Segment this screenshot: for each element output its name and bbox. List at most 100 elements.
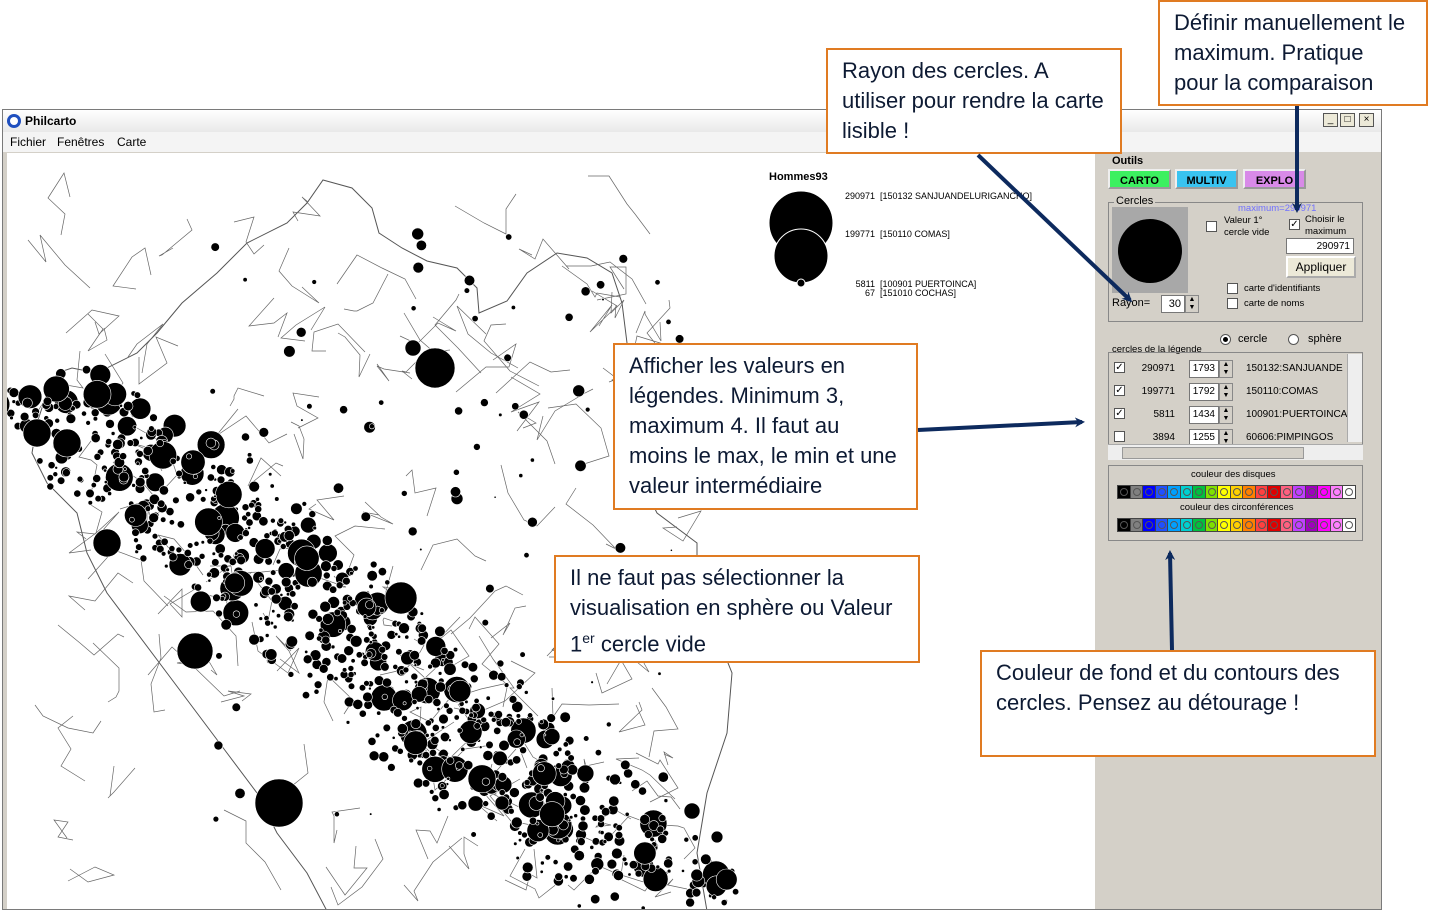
color-swatch[interactable] bbox=[1279, 518, 1294, 532]
maximize-icon[interactable]: □ bbox=[1340, 113, 1355, 127]
map-legend-circles bbox=[768, 190, 834, 288]
callout-sphere-sup: er bbox=[582, 630, 595, 646]
couleur-disques-label: couleur des disques bbox=[1191, 469, 1276, 480]
panel-title: Outils bbox=[1112, 155, 1144, 167]
legend-row-spinner[interactable]: ▲ ▼ bbox=[1219, 406, 1233, 424]
legend-row-size-input[interactable]: 1793 bbox=[1189, 360, 1219, 378]
menu-fichier[interactable]: Fichier bbox=[10, 135, 47, 149]
menu-carte[interactable]: Carte bbox=[117, 135, 147, 149]
radio-sphere[interactable] bbox=[1288, 334, 1299, 345]
tab-explo[interactable]: EXPLO bbox=[1243, 169, 1306, 189]
map-legend-title: Hommes93 bbox=[769, 171, 828, 183]
color-swatch[interactable] bbox=[1267, 485, 1281, 499]
legend-row-checkbox[interactable]: ✓ bbox=[1114, 408, 1125, 419]
color-swatch[interactable] bbox=[1317, 485, 1331, 499]
callout-rayon: Rayon des cercles. A utiliser pour rendr… bbox=[826, 48, 1122, 154]
choisir-max-label: Choisir le maximum bbox=[1305, 214, 1347, 237]
callout-sphere: Il ne faut pas sélectionner la visualisa… bbox=[554, 555, 920, 663]
color-swatch[interactable] bbox=[1342, 518, 1356, 532]
legend-list-label: cercles de la légende bbox=[1112, 344, 1202, 355]
color-swatch[interactable] bbox=[1117, 518, 1131, 532]
country-outline bbox=[31, 179, 733, 909]
valeur-vide-checkbox[interactable] bbox=[1206, 221, 1217, 232]
color-swatch[interactable] bbox=[1217, 518, 1231, 532]
legend-row-label: 150110:COMAS bbox=[1246, 386, 1319, 397]
legend-value-1: 290971 bbox=[845, 191, 875, 201]
color-swatch[interactable] bbox=[1204, 485, 1219, 499]
minimize-icon[interactable]: _ bbox=[1323, 113, 1338, 127]
color-swatch[interactable] bbox=[1279, 485, 1294, 499]
legend-row-checkbox[interactable]: ✓ bbox=[1114, 362, 1125, 373]
legend-label-2: [150110 COMAS] bbox=[880, 229, 950, 239]
legend-row-value: 5811 bbox=[1153, 409, 1175, 420]
carte-identifiants-checkbox[interactable] bbox=[1227, 283, 1238, 294]
tab-multiv[interactable]: MULTIV bbox=[1175, 169, 1238, 189]
legend-value-3: 5811 bbox=[856, 279, 875, 289]
max-value-input[interactable]: 290971 bbox=[1286, 238, 1354, 254]
legend-row-label: 150132:SANJUANDE bbox=[1246, 363, 1343, 374]
legend-row-value: 290971 bbox=[1141, 363, 1175, 374]
legend-list[interactable]: ✓ 290971 1793 ▲ ▼ 150132:SANJUANDE ✓ 199771 1792… bbox=[1108, 352, 1363, 460]
circle-preview bbox=[1112, 207, 1188, 293]
callout-couleur: Couleur de fond et du contours des cercl… bbox=[980, 650, 1376, 757]
legend-list-hscroll[interactable] bbox=[1108, 444, 1363, 460]
carte-noms-label: carte de noms bbox=[1244, 298, 1305, 309]
window-title: Philcarto bbox=[25, 114, 77, 128]
legend-row[interactable]: ✓ 199771 1792 ▲ ▼ 150110:COMAS bbox=[1109, 382, 1349, 402]
choropleth-map: Hommes93 290971 [150132 SANJUANDELURIGAN… bbox=[7, 171, 1032, 909]
tab-carto[interactable]: CARTO bbox=[1108, 169, 1171, 189]
carte-noms-checkbox[interactable] bbox=[1227, 298, 1238, 309]
legend-row-label: 100901:PUERTOINCA bbox=[1246, 409, 1348, 420]
color-swatch[interactable] bbox=[1329, 518, 1344, 532]
preview-disc bbox=[1118, 219, 1182, 283]
color-swatch[interactable] bbox=[1342, 485, 1356, 499]
legend-label-4: [151010 COCHAS] bbox=[880, 288, 956, 298]
legend-row[interactable]: ✓ 5811 1434 ▲ ▼ 100901:PUERTOINCA bbox=[1109, 405, 1349, 425]
legend-value-4: 67 bbox=[865, 288, 875, 298]
color-swatch[interactable] bbox=[1167, 485, 1181, 499]
close-icon[interactable]: × bbox=[1359, 113, 1374, 127]
maximum-label: maximum=290971 bbox=[1238, 203, 1317, 214]
outils-panel: Outils CARTO MULTIV EXPLO Cercles maximu… bbox=[1100, 153, 1380, 909]
color-swatch[interactable] bbox=[1329, 485, 1344, 499]
color-swatch[interactable] bbox=[1142, 518, 1156, 532]
legend-row-checkbox[interactable] bbox=[1114, 431, 1125, 442]
menu-bar: Fichier Fenêtres Carte bbox=[3, 132, 1381, 152]
color-swatch[interactable] bbox=[1179, 485, 1194, 499]
legend-label-3: [100901 PUERTOINCA] bbox=[880, 279, 976, 289]
color-swatch[interactable] bbox=[1292, 485, 1306, 499]
cercles-group-label: Cercles bbox=[1114, 195, 1156, 207]
radio-cercle-label: cercle bbox=[1238, 333, 1268, 345]
valeur-vide-label: Valeur 1° cercle vide bbox=[1224, 215, 1270, 238]
rayon-input[interactable]: 30 bbox=[1161, 295, 1185, 313]
rayon-label: Rayon= bbox=[1112, 297, 1151, 309]
appliquer-button[interactable]: Appliquer bbox=[1286, 256, 1356, 278]
legend-row-size-input[interactable]: 1434 bbox=[1189, 406, 1219, 424]
radio-cercle[interactable] bbox=[1220, 334, 1231, 345]
legend-label-1: [150132 SANJUANDELURIGANCHO] bbox=[880, 191, 1032, 201]
legend-row-size-input[interactable]: 1792 bbox=[1189, 383, 1219, 401]
legend-row[interactable]: 3894 1255 ▲ ▼ 60606:PIMPINGOS bbox=[1109, 428, 1349, 448]
map-legend-labels: 290971 [150132 SANJUANDELURIGANCHO] 1997… bbox=[845, 191, 1032, 298]
legend-row-checkbox[interactable]: ✓ bbox=[1114, 385, 1125, 396]
map-canvas[interactable]: Hommes93 290971 [150132 SANJUANDELURIGAN… bbox=[7, 153, 1095, 909]
legend-row-spinner[interactable]: ▲ ▼ bbox=[1219, 360, 1233, 378]
legend-row[interactable]: ✓ 290971 1793 ▲ ▼ 150132:SANJUANDE bbox=[1109, 359, 1349, 379]
color-swatch[interactable] bbox=[1229, 485, 1244, 499]
color-swatch[interactable] bbox=[1292, 518, 1306, 532]
rayon-spinner[interactable]: ▲ ▼ bbox=[1185, 295, 1199, 313]
menu-fenetres[interactable]: Fenêtres bbox=[57, 135, 105, 149]
choisir-max-checkbox[interactable]: ✓ bbox=[1289, 219, 1300, 230]
app-logo-icon bbox=[7, 114, 21, 128]
legend-row-value: 3894 bbox=[1152, 432, 1175, 443]
legend-row-spinner[interactable]: ▲ ▼ bbox=[1219, 383, 1233, 401]
radio-sphere-label: sphère bbox=[1308, 333, 1342, 345]
color-swatch[interactable] bbox=[1179, 518, 1194, 532]
color-swatch[interactable] bbox=[1267, 518, 1281, 532]
legend-value-2: 199771 bbox=[845, 229, 875, 239]
color-swatch[interactable] bbox=[1142, 485, 1156, 499]
couleur-circonferences-label: couleur des circonférences bbox=[1180, 502, 1294, 513]
callout-valeurs: Afficher les valeurs en légendes. Minimu… bbox=[613, 343, 918, 510]
color-swatch[interactable] bbox=[1192, 518, 1206, 532]
legend-list-vscroll[interactable] bbox=[1347, 354, 1362, 442]
